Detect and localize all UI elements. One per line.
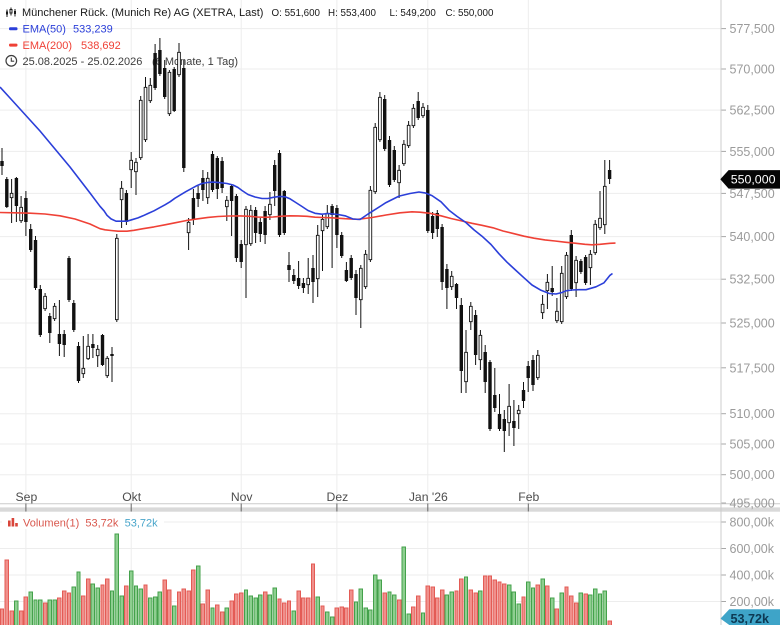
svg-text:555,000: 555,000 [730, 145, 775, 159]
svg-text:Nov: Nov [231, 490, 254, 504]
svg-text:Münchener Rück. (Munich Re) AG: Münchener Rück. (Munich Re) AG (XETRA, L… [22, 7, 263, 19]
svg-text:53,72k: 53,72k [125, 518, 159, 530]
svg-text:600,00k: 600,00k [730, 542, 775, 556]
svg-text:562,500: 562,500 [730, 104, 775, 118]
svg-text:400,00k: 400,00k [730, 569, 775, 583]
svg-text:577,500: 577,500 [730, 22, 775, 36]
svg-text:510,000: 510,000 [730, 407, 775, 421]
svg-text:Jan '26: Jan '26 [409, 490, 448, 504]
svg-text:550,000: 550,000 [731, 173, 776, 187]
svg-text:500,000: 500,000 [730, 468, 775, 482]
svg-text:570,000: 570,000 [730, 63, 775, 77]
svg-text:Volumen(1)53,72k: Volumen(1) 53,72k [23, 518, 119, 530]
svg-text:53,72k: 53,72k [731, 612, 771, 625]
svg-text:800,00k: 800,00k [730, 516, 775, 530]
svg-text:540,000: 540,000 [730, 230, 775, 244]
svg-text:Dez: Dez [327, 490, 349, 504]
svg-text:525,000: 525,000 [730, 317, 775, 331]
svg-text:532,500: 532,500 [730, 273, 775, 287]
svg-text:517,500: 517,500 [730, 361, 775, 375]
svg-text:200,00k: 200,00k [730, 595, 775, 609]
svg-text:495,000: 495,000 [730, 497, 775, 511]
svg-text:505,000: 505,000 [730, 438, 775, 452]
svg-text:EMA(200)538,692: EMA(200) 538,692 [23, 40, 121, 52]
svg-text:Feb: Feb [518, 490, 539, 504]
svg-text:Okt: Okt [122, 490, 142, 504]
svg-text:Sep: Sep [16, 490, 38, 504]
svg-text:25.08.2025 - 25.02.2026(6 Mona: 25.08.2025 - 25.02.2026 (6 Monate, 1 Tag) [23, 56, 239, 68]
svg-text:547,500: 547,500 [730, 187, 775, 201]
